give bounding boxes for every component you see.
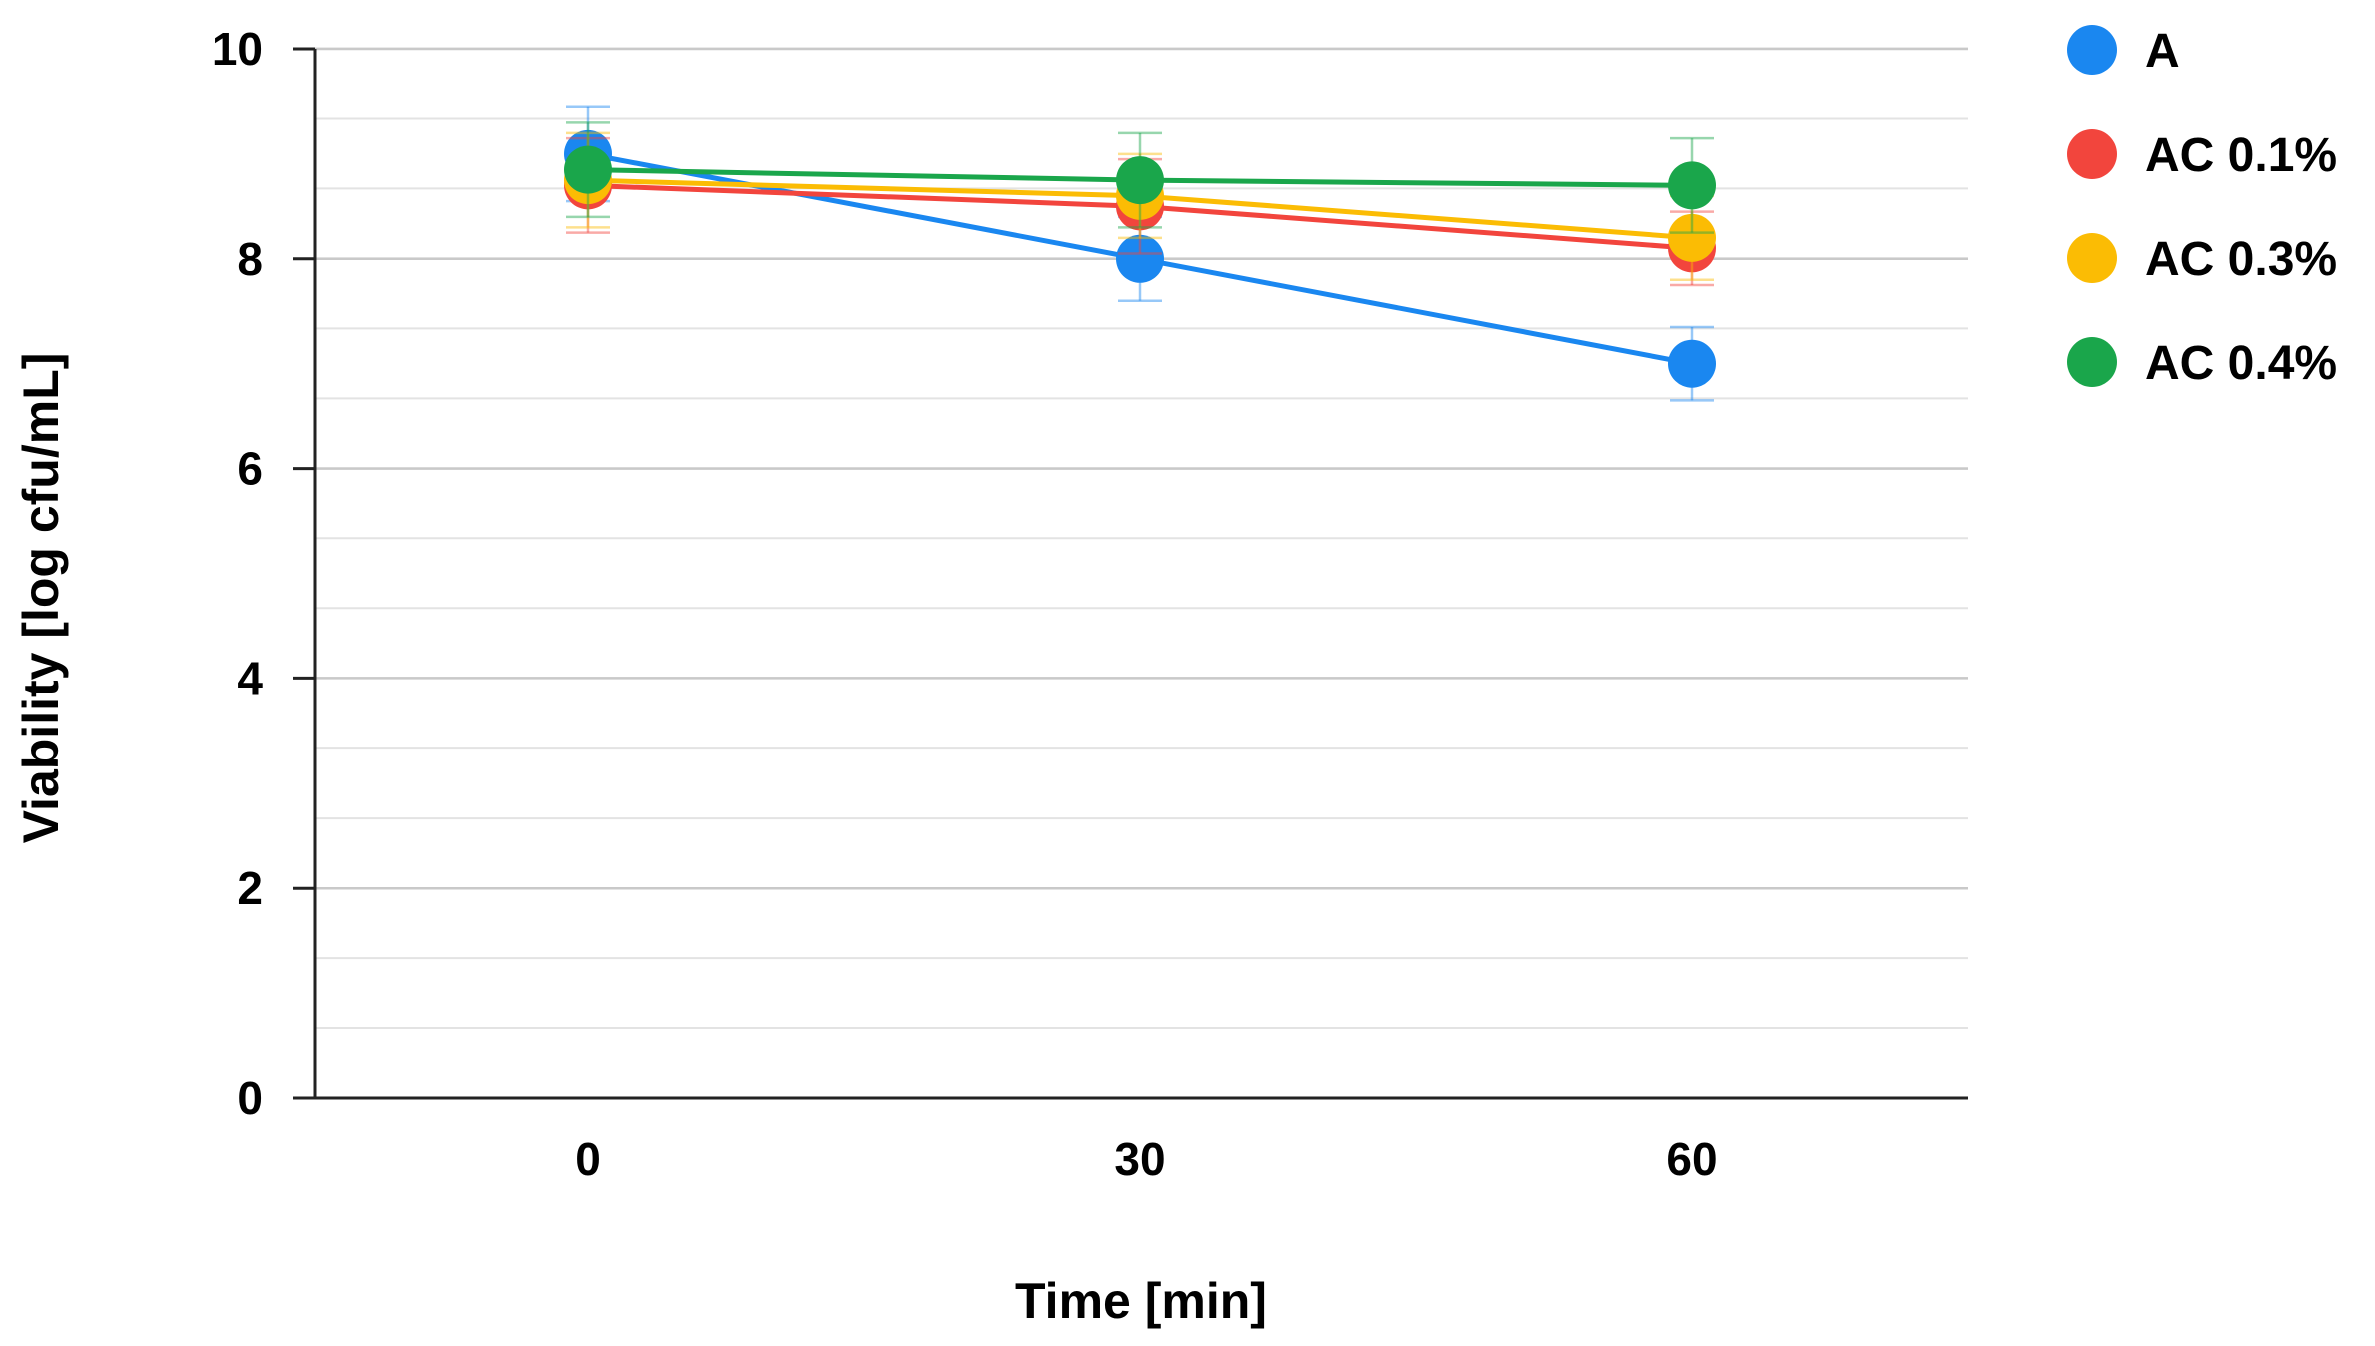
x-tick-label: 60: [1666, 1133, 1717, 1185]
y-axis-title: Viability [log cfu/mL]: [13, 353, 69, 844]
x-tick-label: 0: [575, 1133, 601, 1185]
legend-label: A: [2145, 25, 2180, 78]
data-point: [1668, 213, 1716, 262]
data-point: [1116, 234, 1164, 283]
data-point: [1668, 161, 1716, 210]
y-tick-label: 0: [237, 1072, 263, 1124]
x-axis-ticks: 0 30 60: [575, 1133, 1717, 1185]
legend-marker: [2067, 129, 2117, 179]
data-point: [1116, 156, 1164, 205]
x-tick-label: 30: [1114, 1133, 1165, 1185]
legend-marker: [2067, 337, 2117, 387]
axes: [313, 49, 1968, 1100]
legend-marker: [2067, 233, 2117, 283]
y-tick-label: 8: [237, 233, 263, 285]
x-axis-title: Time [min]: [1015, 1273, 1267, 1329]
data-point: [1668, 339, 1716, 388]
y-tick-label: 6: [237, 443, 263, 495]
y-tick-label: 4: [237, 652, 263, 704]
y-tick-label: 10: [212, 23, 263, 75]
data-point: [564, 145, 612, 194]
series-plot: [564, 105, 1716, 402]
legend-marker: [2067, 25, 2117, 75]
legend: A AC 0.1% AC 0.3% AC 0.4%: [2067, 25, 2337, 390]
legend-label: AC 0.3%: [2145, 233, 2337, 286]
y-axis-ticks: 0 2 4 6 8 10: [212, 23, 315, 1124]
y-tick-label: 2: [237, 862, 263, 914]
legend-label: AC 0.4%: [2145, 337, 2337, 390]
series-points: [564, 121, 1716, 234]
legend-label: AC 0.1%: [2145, 129, 2337, 182]
